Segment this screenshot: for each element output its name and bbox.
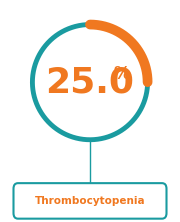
Text: %: % — [113, 65, 130, 83]
Text: 25.0: 25.0 — [46, 65, 134, 99]
Text: Thrombocytopenia: Thrombocytopenia — [35, 196, 145, 206]
FancyBboxPatch shape — [14, 183, 167, 219]
